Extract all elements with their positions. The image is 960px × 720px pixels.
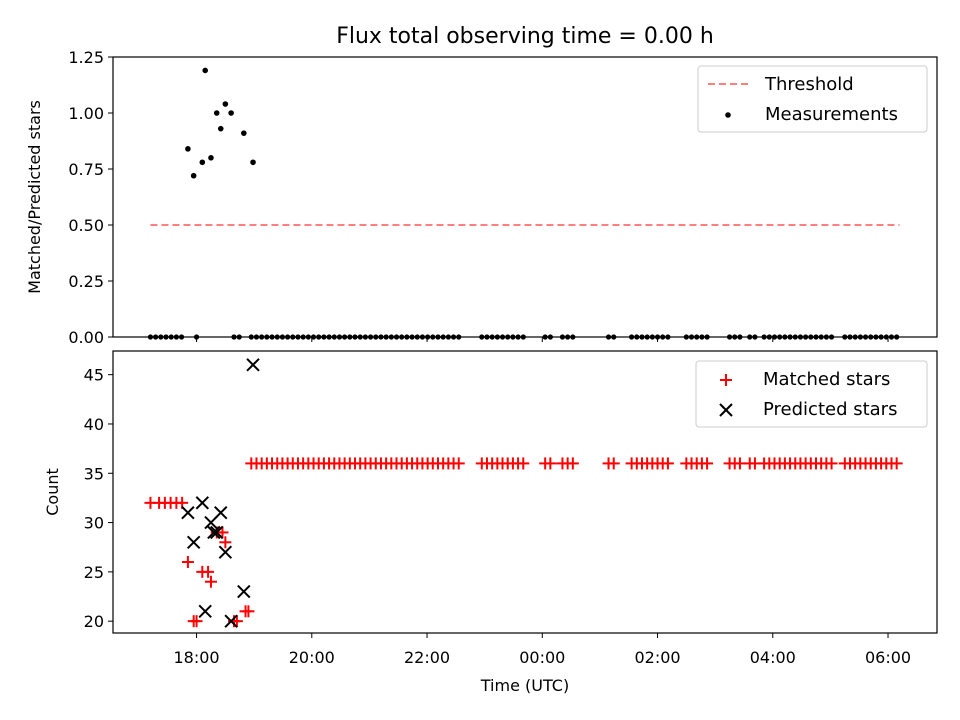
measurement-point <box>241 130 247 136</box>
legend-measurements-swatch <box>725 112 731 118</box>
bottom-y-ticks: 20 25 30 35 40 45 <box>84 366 113 631</box>
bottom-y-tick-label: 45 <box>84 366 104 385</box>
top-y-tick-label: 1.25 <box>68 48 104 67</box>
legend-threshold-label: Threshold <box>764 74 854 95</box>
x-axis-label: Time (UTC) <box>480 676 569 695</box>
matched-star-marker <box>890 457 903 470</box>
top-y-tick-label: 0.25 <box>68 272 104 291</box>
matched-star-marker <box>661 457 674 470</box>
bottom-y-tick-label: 40 <box>84 415 104 434</box>
measurement-point <box>190 172 197 179</box>
matched-star-marker <box>190 615 203 628</box>
matched-star-marker <box>230 615 243 628</box>
predicted-star-marker <box>224 614 238 628</box>
bottom-plot-area <box>144 358 903 628</box>
matched-star-marker <box>216 526 229 539</box>
bottom-axes-frame <box>112 350 938 634</box>
measurement-point <box>208 155 214 161</box>
matched-star-marker <box>825 457 838 470</box>
top-y-tick-label: 0.75 <box>68 160 104 179</box>
bottom-x-ticks: 18:00 20:00 22:00 00:00 02:00 04:00 06:00 <box>173 633 911 667</box>
measurement-point <box>199 159 206 166</box>
measurement-point <box>217 125 224 132</box>
bottom-y-tick-label: 35 <box>84 464 104 483</box>
measurement-point <box>185 146 191 152</box>
matched-star-marker <box>607 457 620 470</box>
bottom-y-tick-label: 20 <box>84 612 104 631</box>
measurement-point <box>228 110 234 116</box>
matched-star-marker <box>202 565 215 578</box>
matched-star-marker <box>204 575 217 588</box>
bottom-x-tick-label: 00:00 <box>519 648 565 667</box>
legend-matched-swatch <box>720 374 732 386</box>
predicted-star-marker <box>181 505 195 520</box>
predicted-star-marker <box>246 358 260 372</box>
matched-star-marker <box>181 556 194 569</box>
bottom-y-tick-label: 30 <box>84 514 104 533</box>
matched-star-marker <box>544 457 557 470</box>
top-axes-frame <box>112 56 938 338</box>
predicted-star-marker <box>198 604 212 619</box>
top-panel: 0.00 0.25 0.50 0.75 1.00 1.25 Matched/Predict… <box>25 48 938 347</box>
bottom-x-tick-label: 22:00 <box>404 648 450 667</box>
top-y-tick-label: 0.50 <box>68 216 104 235</box>
top-y-tick-label: 1.00 <box>68 104 104 123</box>
top-x-ticks <box>196 337 889 342</box>
predicted-star-marker <box>210 525 224 540</box>
measurement-point <box>222 101 229 107</box>
bottom-y-axis-label: Count <box>43 468 62 516</box>
measurement-point <box>202 67 208 74</box>
top-y-ticks: 0.00 0.25 0.50 0.75 1.00 1.25 <box>68 48 113 347</box>
measurement-point <box>250 159 256 166</box>
legend-measurements-label: Measurements <box>765 104 898 125</box>
matched-star-marker <box>452 457 465 470</box>
legend-predicted-label: Predicted stars <box>763 399 897 420</box>
matched-star-marker <box>517 457 530 470</box>
legend-matched-label: Matched stars <box>763 369 890 390</box>
matched-star-marker <box>242 605 255 618</box>
bottom-x-tick-label: 04:00 <box>750 648 796 667</box>
bottom-x-tick-label: 18:00 <box>173 648 219 667</box>
bottom-x-tick-label: 06:00 <box>865 648 911 667</box>
legend-predicted-swatch <box>719 403 733 417</box>
predicted-star-marker <box>218 545 233 559</box>
predicted-star-marker <box>186 535 201 549</box>
top-y-tick-label: 0.00 <box>68 328 104 347</box>
predicted-star-marker <box>237 584 251 599</box>
matched-star-marker <box>566 457 579 470</box>
top-y-axis-label: Matched/Predicted stars <box>25 100 44 294</box>
predicted-star-marker <box>207 525 221 540</box>
bottom-legend-box <box>695 360 928 428</box>
matched-star-marker <box>701 457 714 470</box>
bottom-x-tick-label: 20:00 <box>289 648 335 667</box>
top-legend-box <box>697 65 928 133</box>
top-legend: Threshold Measurements <box>697 65 928 133</box>
bottom-panel: 20 25 30 35 40 45 18:00 20:00 22:00 00:00 02:00 04… <box>43 350 938 695</box>
matched-star-marker <box>219 536 232 549</box>
predicted-star-marker <box>214 505 228 520</box>
predicted-star-marker <box>195 496 210 510</box>
chart-title: Flux total observing time = 0.00 h <box>336 24 714 49</box>
bottom-legend: Matched stars Predicted stars <box>695 360 928 428</box>
measurement-point <box>213 110 220 116</box>
top-plot-area <box>147 67 900 340</box>
bottom-x-tick-label: 02:00 <box>634 648 680 667</box>
bottom-y-tick-label: 25 <box>84 563 104 582</box>
